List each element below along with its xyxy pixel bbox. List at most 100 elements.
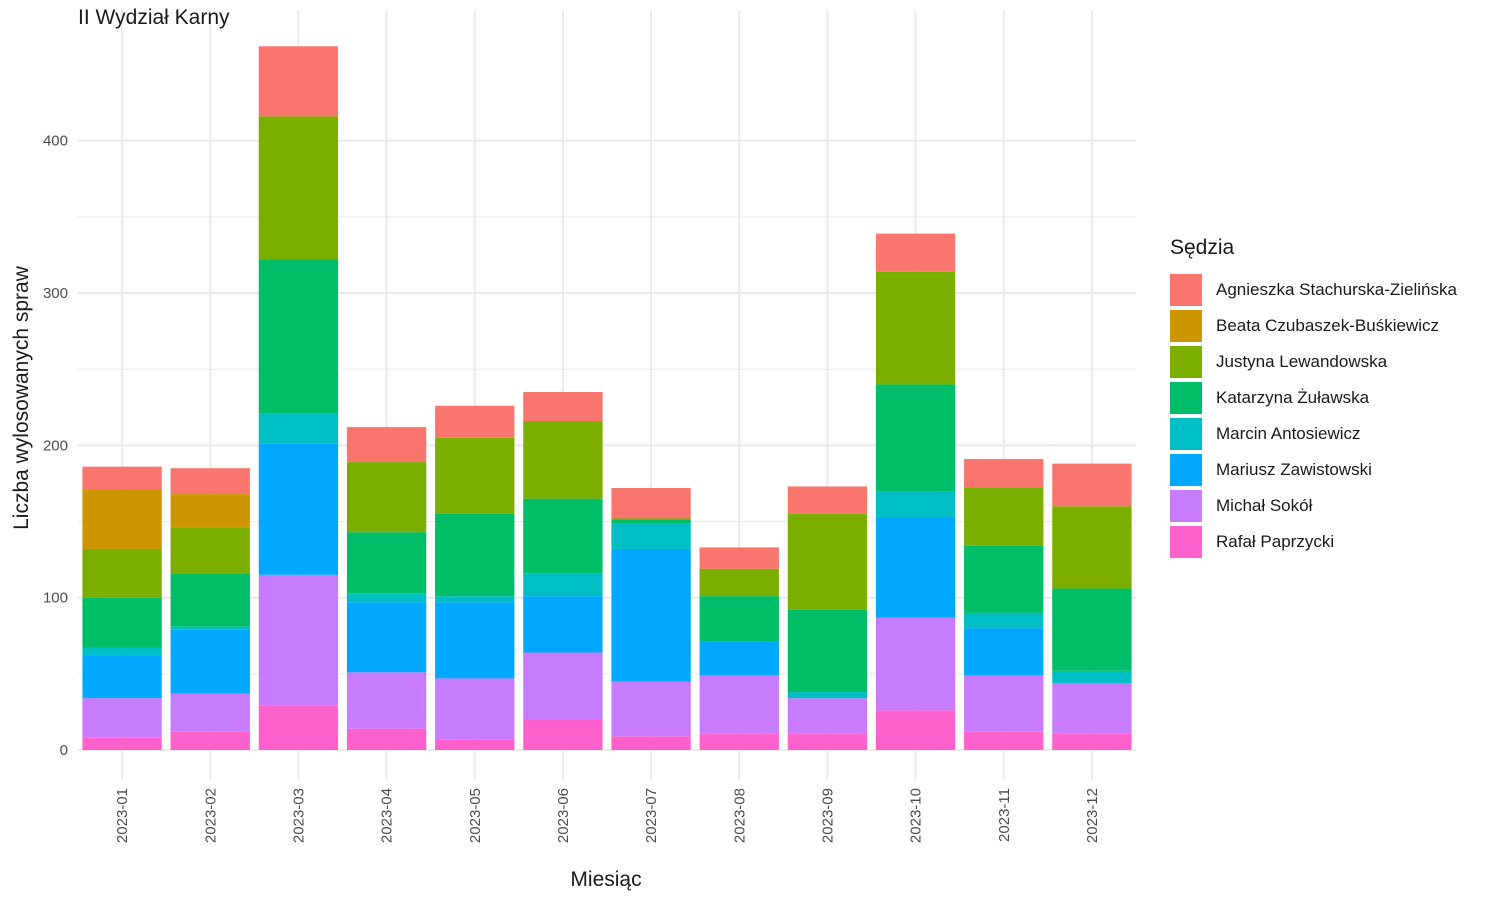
legend-item: Rafał Paprzycki xyxy=(1170,524,1457,560)
bar-segment xyxy=(435,602,515,679)
bar-segment xyxy=(611,518,691,520)
legend-swatch xyxy=(1170,310,1202,342)
bar-segment xyxy=(258,46,339,117)
legend-label: Beata Czubaszek-Buśkiewicz xyxy=(1216,316,1439,335)
bar-segment xyxy=(258,116,339,260)
legend-title: Sędzia xyxy=(1170,236,1235,259)
x-axis-title: Miesiąc xyxy=(570,868,641,891)
x-tick-label: 2023-11 xyxy=(996,788,1013,842)
bar-segment xyxy=(82,548,162,598)
bar-segment xyxy=(1052,682,1132,734)
bar-segment xyxy=(787,513,868,610)
bar-segment xyxy=(964,612,1044,629)
y-tick-labels: 0 100 200 300 400 xyxy=(43,133,68,759)
x-tick-label: 2023-08 xyxy=(731,788,748,843)
bar-segment xyxy=(787,692,868,699)
x-tick-label: 2023-09 xyxy=(819,788,836,843)
bar-segment xyxy=(170,629,250,694)
bar-segment xyxy=(699,568,779,597)
legend-item: Mariusz Zawistowski xyxy=(1170,452,1457,488)
bar-segment xyxy=(170,573,250,627)
bar-segment xyxy=(699,547,779,569)
legend-item: Michał Sokół xyxy=(1170,488,1457,524)
bar-segment xyxy=(258,574,339,706)
legend-label: Justyna Lewandowska xyxy=(1216,352,1388,371)
x-tick-labels: 2023-01 2023-02 2023-03 2023-04 2023-05 2023-… xyxy=(114,788,1101,843)
bar-segment xyxy=(964,731,1044,750)
bar-segment xyxy=(1052,506,1132,589)
bar-segment xyxy=(699,675,779,734)
bar-segment xyxy=(787,609,868,693)
bar-segment xyxy=(523,573,603,597)
bar-segment xyxy=(964,459,1044,489)
x-tick-label: 2023-12 xyxy=(1084,788,1101,843)
y-tick-label: 300 xyxy=(43,285,68,302)
legend-item: Marcin Antosiewicz xyxy=(1170,416,1457,452)
bar-segment xyxy=(964,675,1044,732)
x-tick-label: 2023-02 xyxy=(202,788,219,843)
bar-segment xyxy=(258,443,339,575)
bar-segment xyxy=(875,516,956,618)
legend-swatch xyxy=(1170,346,1202,378)
y-tick-label: 200 xyxy=(43,437,68,454)
legend-label: Rafał Paprzycki xyxy=(1216,532,1335,551)
legend-label: Michał Sokół xyxy=(1216,496,1313,515)
bar-segment xyxy=(875,384,956,492)
bar-segment xyxy=(435,739,515,750)
bar-segment xyxy=(170,731,250,750)
bar-segment xyxy=(964,545,1044,613)
bar-segment xyxy=(787,698,868,734)
x-tick-label: 2023-01 xyxy=(114,788,131,843)
bar-segment xyxy=(346,427,427,463)
bar-segment xyxy=(611,488,691,519)
bar-segment xyxy=(82,489,162,549)
bar-segment xyxy=(1052,588,1132,671)
bar-segment xyxy=(611,736,691,750)
legend-item: Justyna Lewandowska xyxy=(1170,344,1457,380)
bar-segment xyxy=(346,462,427,533)
bar-segment xyxy=(170,626,250,630)
y-tick-label: 0 xyxy=(60,742,68,759)
bar-segment xyxy=(523,652,603,720)
bar-segment xyxy=(435,513,515,597)
chart-title: II Wydział Karny xyxy=(78,6,230,29)
legend-label: Katarzyna Żuławska xyxy=(1216,388,1370,407)
bar-segment xyxy=(699,596,779,642)
x-tick-label: 2023-10 xyxy=(908,788,925,843)
legend-swatch xyxy=(1170,274,1202,306)
legend-swatch xyxy=(1170,454,1202,486)
legend-swatch xyxy=(1170,418,1202,450)
bars xyxy=(82,46,1132,750)
bar-segment xyxy=(346,532,427,594)
legend: Sędzia Agnieszka Stachurska-Zielińska Bea… xyxy=(1170,236,1457,560)
bar-segment xyxy=(699,641,779,676)
bar-segment xyxy=(170,693,250,732)
bar-segment xyxy=(258,413,339,444)
bar-segment xyxy=(346,728,427,750)
bar-segment xyxy=(875,233,956,272)
bar-segment xyxy=(1052,463,1132,507)
bar-segment xyxy=(875,491,956,517)
legend-label: Agnieszka Stachurska-Zielińska xyxy=(1216,280,1457,299)
bar-segment xyxy=(523,719,603,750)
bar-segment xyxy=(170,468,250,495)
bar-segment xyxy=(611,548,691,682)
bar-segment xyxy=(82,647,162,656)
legend-swatch xyxy=(1170,490,1202,522)
bar-segment xyxy=(170,494,250,528)
bar-segment xyxy=(611,519,691,524)
legend-items: Agnieszka Stachurska-Zielińska Beata Czub… xyxy=(1170,272,1457,560)
bar-segment xyxy=(435,405,515,438)
bar-segment xyxy=(435,437,515,514)
x-tick-label: 2023-07 xyxy=(643,788,660,843)
bar-segment xyxy=(82,655,162,699)
legend-label: Marcin Antosiewicz xyxy=(1216,424,1361,443)
bar-segment xyxy=(435,596,515,603)
bar-segment xyxy=(258,705,339,750)
y-tick-label: 100 xyxy=(43,590,68,607)
bar-segment xyxy=(787,733,868,750)
bar-segment xyxy=(875,271,956,385)
bar-segment xyxy=(346,602,427,673)
bar-segment xyxy=(787,486,868,514)
legend-swatch xyxy=(1170,526,1202,558)
